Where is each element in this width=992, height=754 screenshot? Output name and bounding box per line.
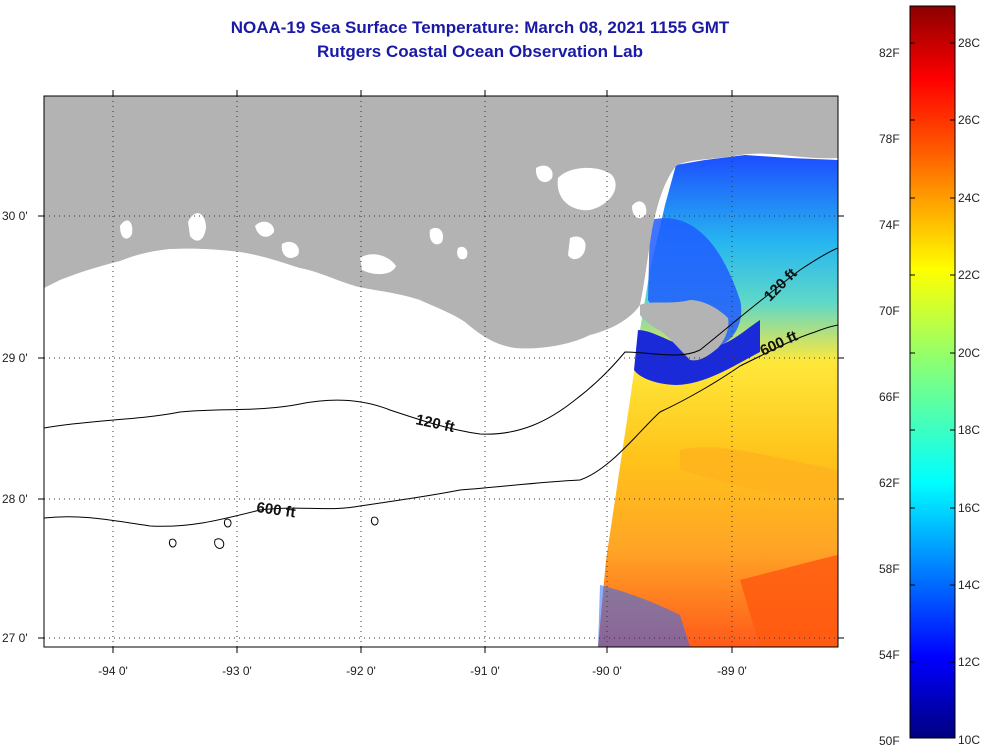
- contour-120ft: [44, 247, 838, 435]
- lon-label-89: -89 0': [717, 664, 747, 678]
- colorbar-c-12: 12C: [958, 655, 980, 669]
- lat-label-30: 30 0': [2, 209, 28, 223]
- inland-water: [120, 165, 647, 275]
- land-mass: [44, 96, 838, 349]
- lat-label-29: 29 0': [2, 351, 28, 365]
- colorbar-c-16: 16C: [958, 501, 980, 515]
- lon-label-92: -92 0': [346, 664, 376, 678]
- bathymetry-contours: [44, 247, 838, 549]
- colorbar-f-62: 62F: [879, 476, 900, 490]
- colorbar-f-54: 54F: [879, 648, 900, 662]
- colorbar-f-78: 78F: [879, 132, 900, 146]
- axis-ticks: [38, 90, 844, 653]
- colorbar-f-50: 50F: [879, 734, 900, 748]
- map-plot-area: [44, 96, 838, 647]
- contour-label-600ft-west: 600 ft: [255, 499, 296, 521]
- colorbar-c-10: 10C: [958, 733, 980, 747]
- map-subtitle: Rutgers Coastal Ocean Observation Lab: [317, 42, 643, 61]
- colorbar-c-26: 26C: [958, 113, 980, 127]
- colorbar-f-58: 58F: [879, 562, 900, 576]
- colorbar-c-18: 18C: [958, 423, 980, 437]
- colorbar-c-22: 22C: [958, 268, 980, 282]
- lat-label-28: 28 0': [2, 492, 28, 506]
- map-title: NOAA-19 Sea Surface Temperature: March 0…: [230, 18, 730, 37]
- colorbar-f-70: 70F: [879, 304, 900, 318]
- lon-label-91: -91 0': [470, 664, 500, 678]
- colorbar-c-14: 14C: [958, 578, 980, 592]
- graticule: [44, 96, 838, 647]
- plot-frame: [43, 95, 839, 648]
- contour-600ft: [44, 324, 838, 527]
- colorbar: [909, 5, 956, 739]
- lon-label-93: -93 0': [222, 664, 252, 678]
- colorbar-c-24: 24C: [958, 191, 980, 205]
- colorbar-f-66: 66F: [879, 390, 900, 404]
- colorbar-c-28: 28C: [958, 36, 980, 50]
- lon-label-94: -94 0': [98, 664, 128, 678]
- colorbar-f-74: 74F: [879, 218, 900, 232]
- lat-label-27: 27 0': [2, 631, 28, 645]
- colorbar-ticks: [910, 42, 955, 663]
- colorbar-c-20: 20C: [958, 346, 980, 360]
- lon-label-90: -90 0': [592, 664, 622, 678]
- colorbar-f-82: 82F: [879, 46, 900, 60]
